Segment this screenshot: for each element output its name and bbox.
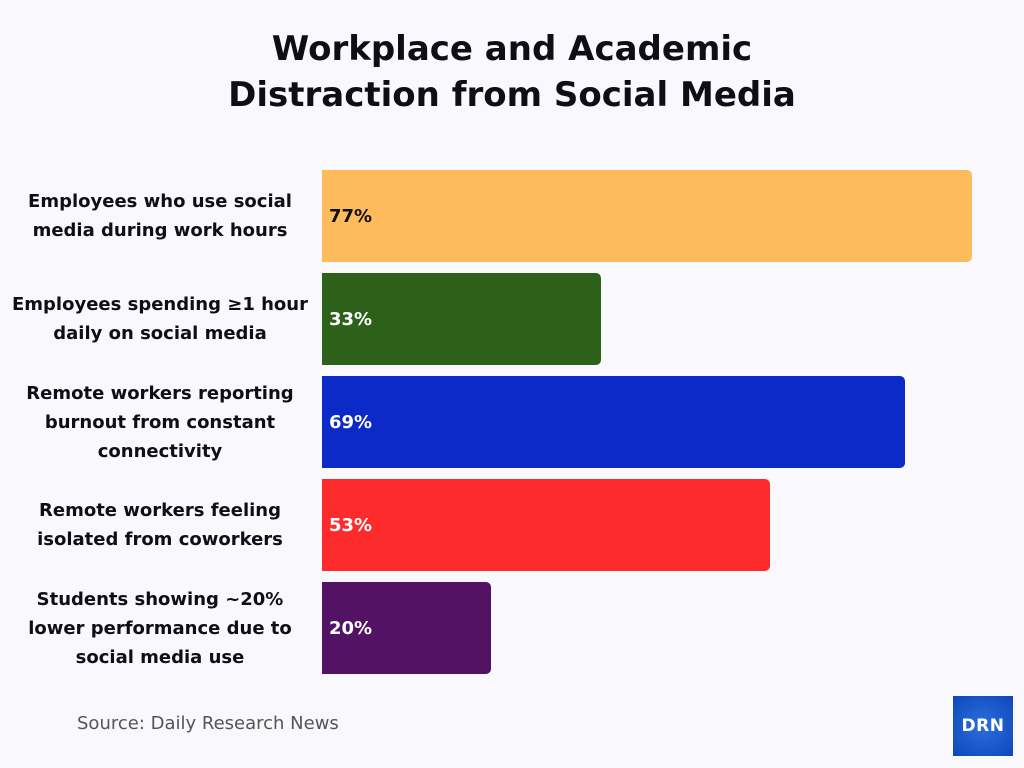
bar: 77%: [322, 170, 972, 262]
bar: 69%: [322, 376, 905, 468]
bar-row: Employees who use social media during wo…: [0, 170, 1024, 262]
bar-value: 20%: [329, 617, 373, 639]
source-note: Source: Daily Research News: [77, 713, 339, 734]
bar-row: Remote workers reporting burnout from co…: [0, 376, 1024, 468]
title-line-2: Distraction from Social Media: [228, 75, 796, 115]
bar: 20%: [322, 582, 491, 674]
bar-row: Students showing ~20% lower performance …: [0, 582, 1024, 674]
chart-title: Workplace and Academic Distraction from …: [0, 26, 1024, 118]
bar-row: Remote workers feeling isolated from cow…: [0, 479, 1024, 571]
bar-label: Students showing ~20% lower performance …: [28, 588, 292, 668]
bar-label: Remote workers reporting burnout from co…: [26, 382, 294, 462]
bar-value: 53%: [329, 514, 373, 536]
bar-value: 77%: [329, 205, 373, 227]
bar-value: 33%: [329, 308, 373, 330]
bar-label: Employees spending ≥1 hour daily on soci…: [12, 294, 308, 344]
bar: 33%: [322, 273, 601, 365]
bar: 53%: [322, 479, 770, 571]
bar-label: Remote workers feeling isolated from cow…: [37, 500, 283, 550]
bar-row: Employees spending ≥1 hour daily on soci…: [0, 273, 1024, 365]
bar-value: 69%: [329, 411, 373, 433]
title-line-1: Workplace and Academic: [271, 29, 753, 69]
bar-label: Employees who use social media during wo…: [28, 191, 292, 241]
drn-logo: DRN: [953, 696, 1013, 756]
